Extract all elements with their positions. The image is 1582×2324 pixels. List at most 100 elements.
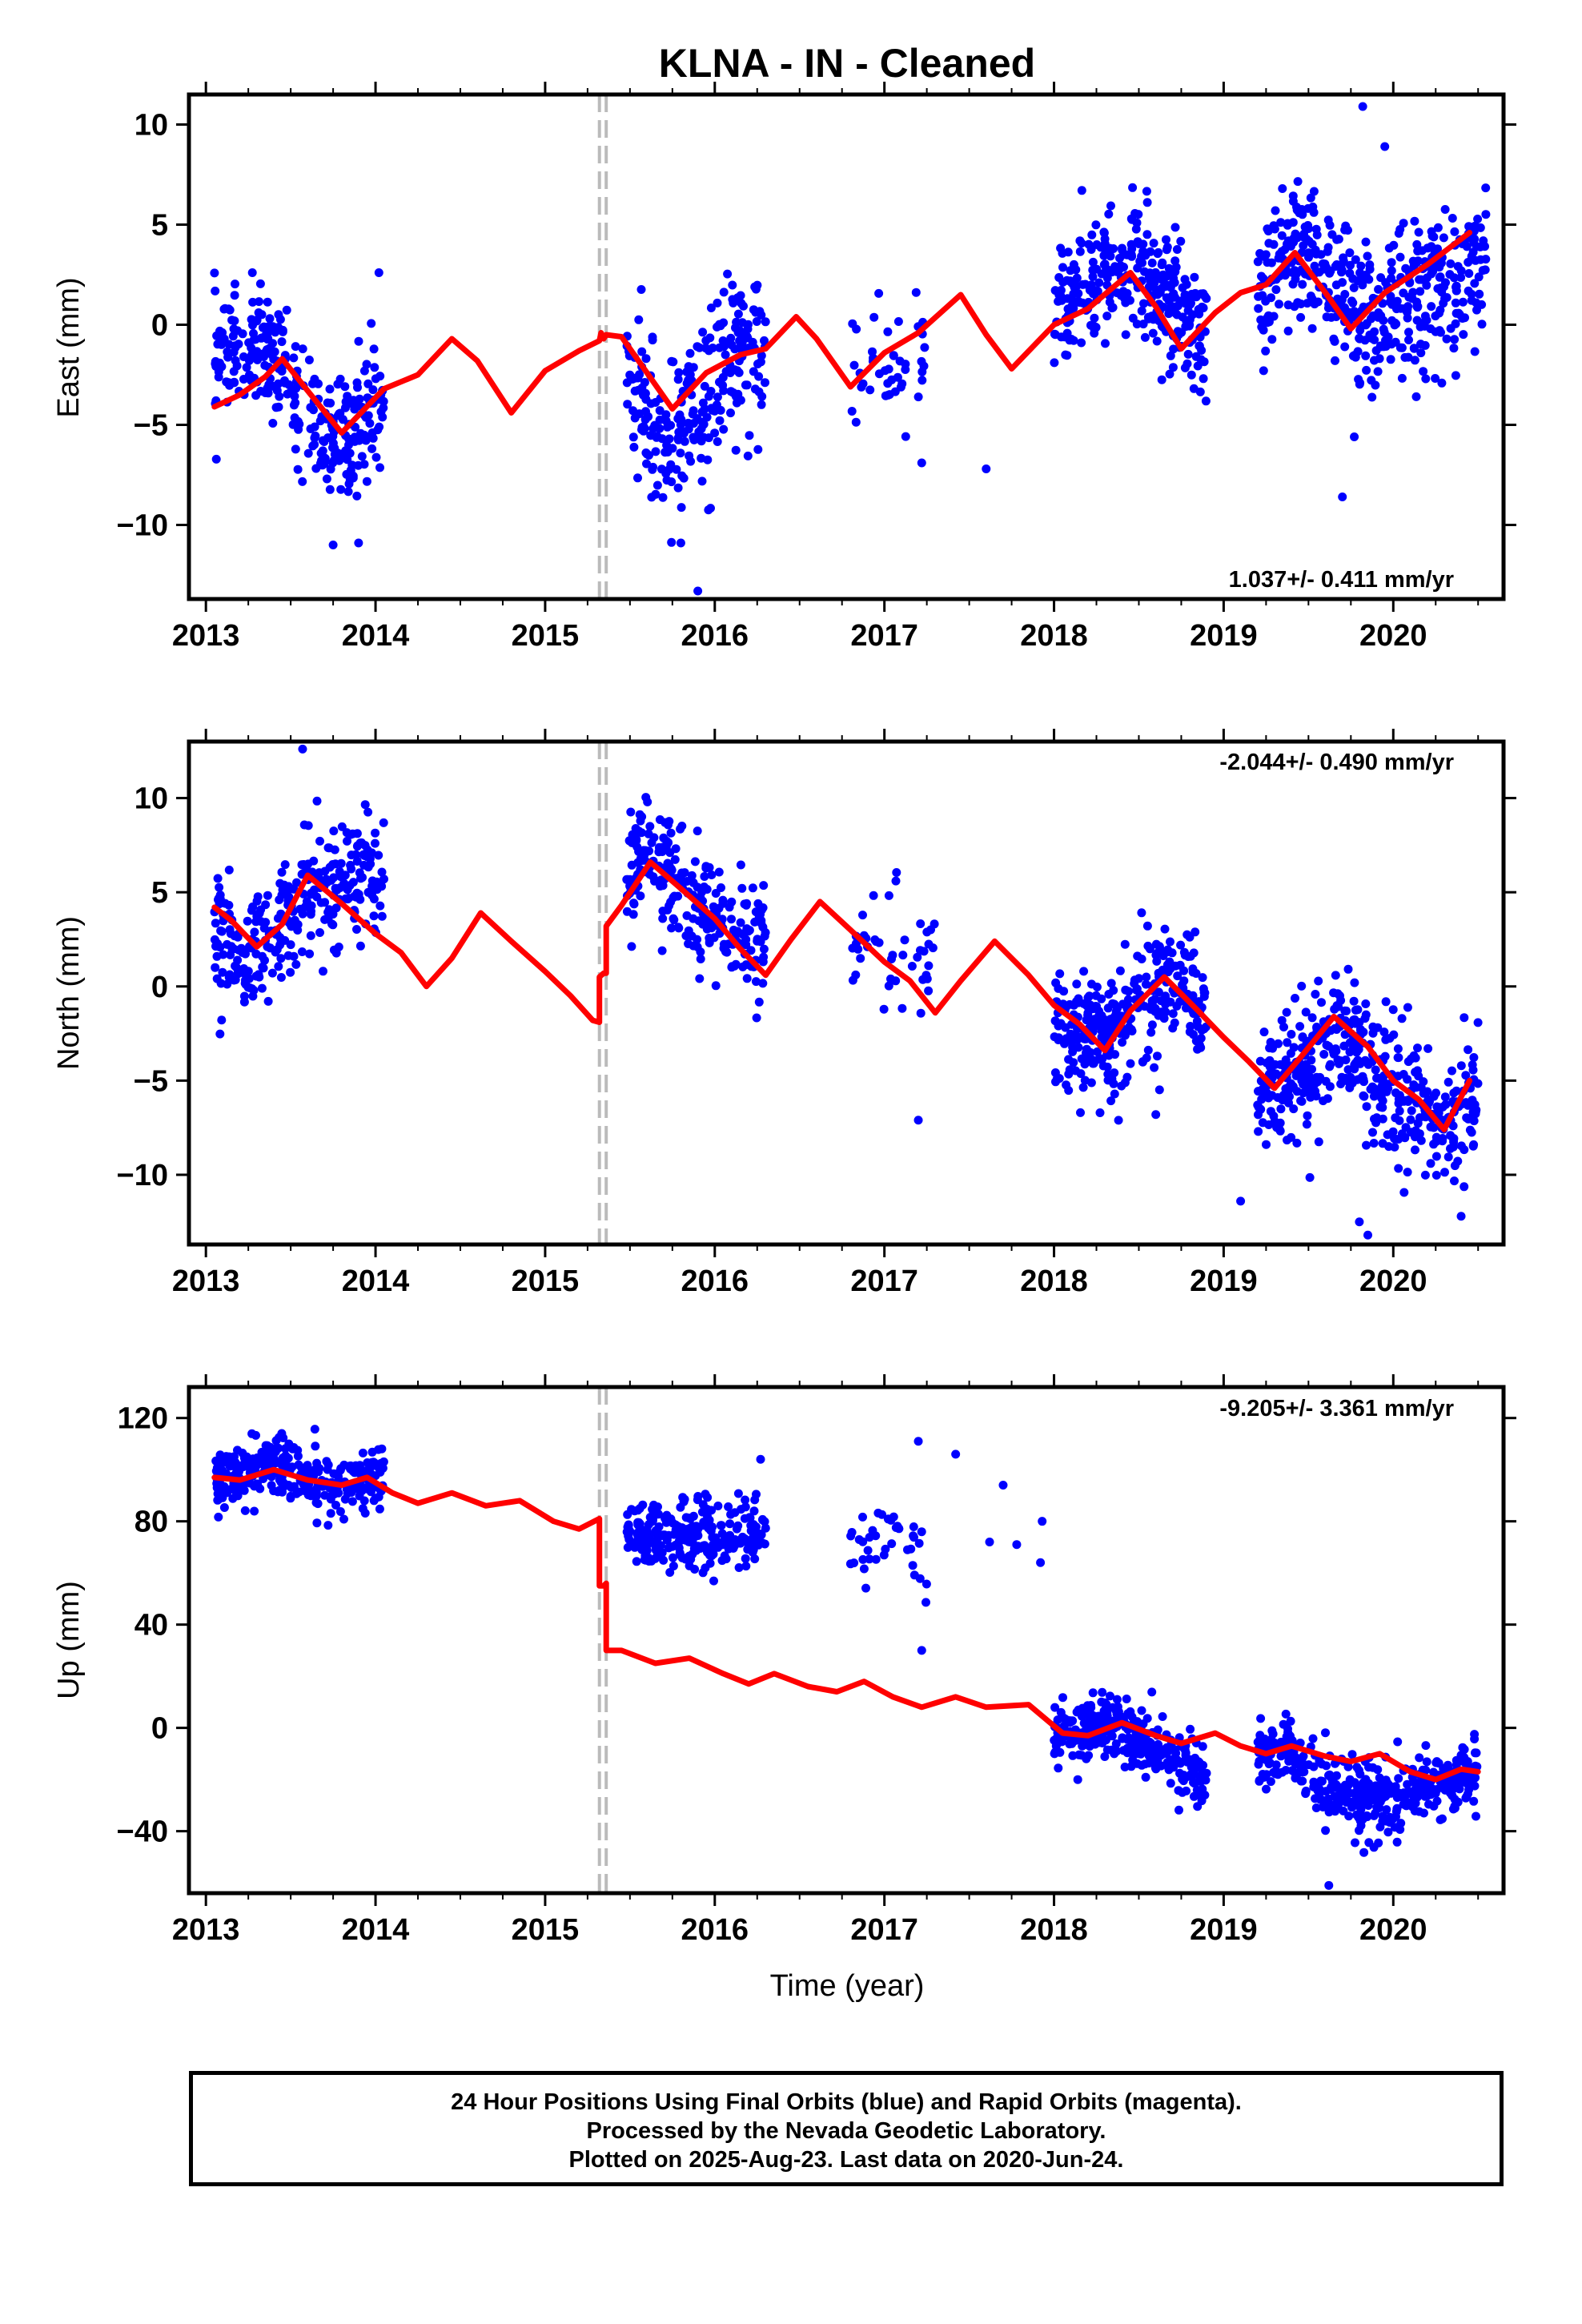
data-point (1157, 375, 1166, 384)
data-point (1110, 1089, 1119, 1099)
data-point (1155, 273, 1165, 283)
data-point (1403, 1779, 1412, 1789)
data-point (1419, 1088, 1428, 1098)
data-point (1375, 1822, 1385, 1831)
data-point (676, 1502, 685, 1512)
data-point (654, 1522, 664, 1531)
data-point (892, 868, 901, 877)
data-point (684, 418, 693, 428)
data-point (909, 1533, 918, 1542)
data-point (749, 1506, 759, 1516)
data-point (736, 1535, 745, 1545)
data-point (216, 926, 226, 935)
data-point (1397, 373, 1407, 383)
data-point (1144, 282, 1154, 292)
data-point (1325, 1770, 1335, 1779)
model-curve-north (211, 859, 1473, 1132)
panel-north: North (mm) -2.044+/- 0.490 mm/yr (52, 750, 1454, 1070)
data-point (297, 947, 307, 956)
data-point (1186, 1771, 1196, 1781)
data-point (1383, 1827, 1393, 1837)
data-point (706, 387, 716, 396)
data-point (1195, 1758, 1204, 1767)
data-point (1447, 214, 1457, 223)
data-point (674, 923, 684, 933)
data-point (868, 1526, 877, 1535)
data-point (315, 928, 324, 937)
data-point (671, 844, 681, 854)
data-point (1168, 363, 1178, 372)
data-point (1064, 1055, 1074, 1064)
data-point (355, 838, 365, 848)
data-point (723, 269, 733, 279)
data-point (741, 1554, 750, 1563)
data-point (1420, 340, 1430, 350)
data-point (734, 1563, 744, 1572)
data-point (700, 381, 709, 391)
data-point (1137, 908, 1146, 918)
data-point (726, 333, 736, 343)
data-point (272, 945, 282, 955)
data-point (1142, 921, 1152, 931)
data-point (917, 367, 927, 376)
data-point (1460, 1753, 1469, 1762)
data-point (326, 464, 335, 474)
data-point (760, 1539, 769, 1549)
data-point (312, 869, 322, 879)
data-point (1154, 247, 1163, 257)
data-point (249, 328, 258, 338)
data-point (1172, 310, 1182, 320)
data-point (210, 268, 219, 278)
data-point (368, 385, 378, 395)
data-point (271, 1447, 280, 1457)
data-point (229, 1461, 239, 1470)
data-point (247, 268, 257, 277)
data-point (1062, 1035, 1072, 1044)
data-point (1469, 1109, 1479, 1119)
data-point (275, 895, 284, 905)
data-point (1307, 324, 1317, 333)
data-point (664, 820, 673, 830)
data-point (1302, 1120, 1311, 1129)
data-point (1201, 396, 1211, 406)
data-point (887, 375, 897, 384)
plot-area-east (210, 94, 1491, 599)
data-point (1410, 216, 1419, 226)
data-point (1264, 1120, 1274, 1129)
data-point (289, 353, 299, 363)
data-point (1389, 1030, 1399, 1039)
data-point (677, 1534, 687, 1544)
data-point (759, 952, 769, 962)
data-point (1390, 1134, 1399, 1144)
data-point (341, 894, 351, 903)
data-point (1108, 999, 1118, 1008)
data-point (1283, 1088, 1292, 1097)
data-point (1436, 328, 1445, 337)
data-point (667, 866, 677, 875)
data-point (1116, 261, 1126, 271)
data-point (271, 328, 280, 337)
data-point (376, 407, 386, 416)
outlier-point (1358, 102, 1367, 111)
data-point (757, 310, 766, 320)
data-point (1283, 1724, 1292, 1734)
data-point (1053, 1715, 1062, 1725)
data-point (1349, 283, 1359, 292)
data-point (884, 981, 893, 991)
data-point (1286, 1716, 1295, 1726)
data-point (658, 842, 668, 852)
data-point (325, 862, 335, 872)
data-point (684, 1552, 693, 1562)
data-point (1435, 308, 1444, 318)
data-point (231, 279, 239, 289)
data-point (298, 476, 307, 486)
data-point (1058, 248, 1067, 258)
data-point (1092, 983, 1102, 991)
data-point (1283, 326, 1293, 336)
data-point (1359, 1091, 1368, 1100)
data-point (1068, 1047, 1078, 1056)
data-point (1299, 229, 1308, 239)
data-point (736, 918, 745, 927)
data-point (693, 942, 702, 951)
data-point (1064, 1086, 1074, 1096)
